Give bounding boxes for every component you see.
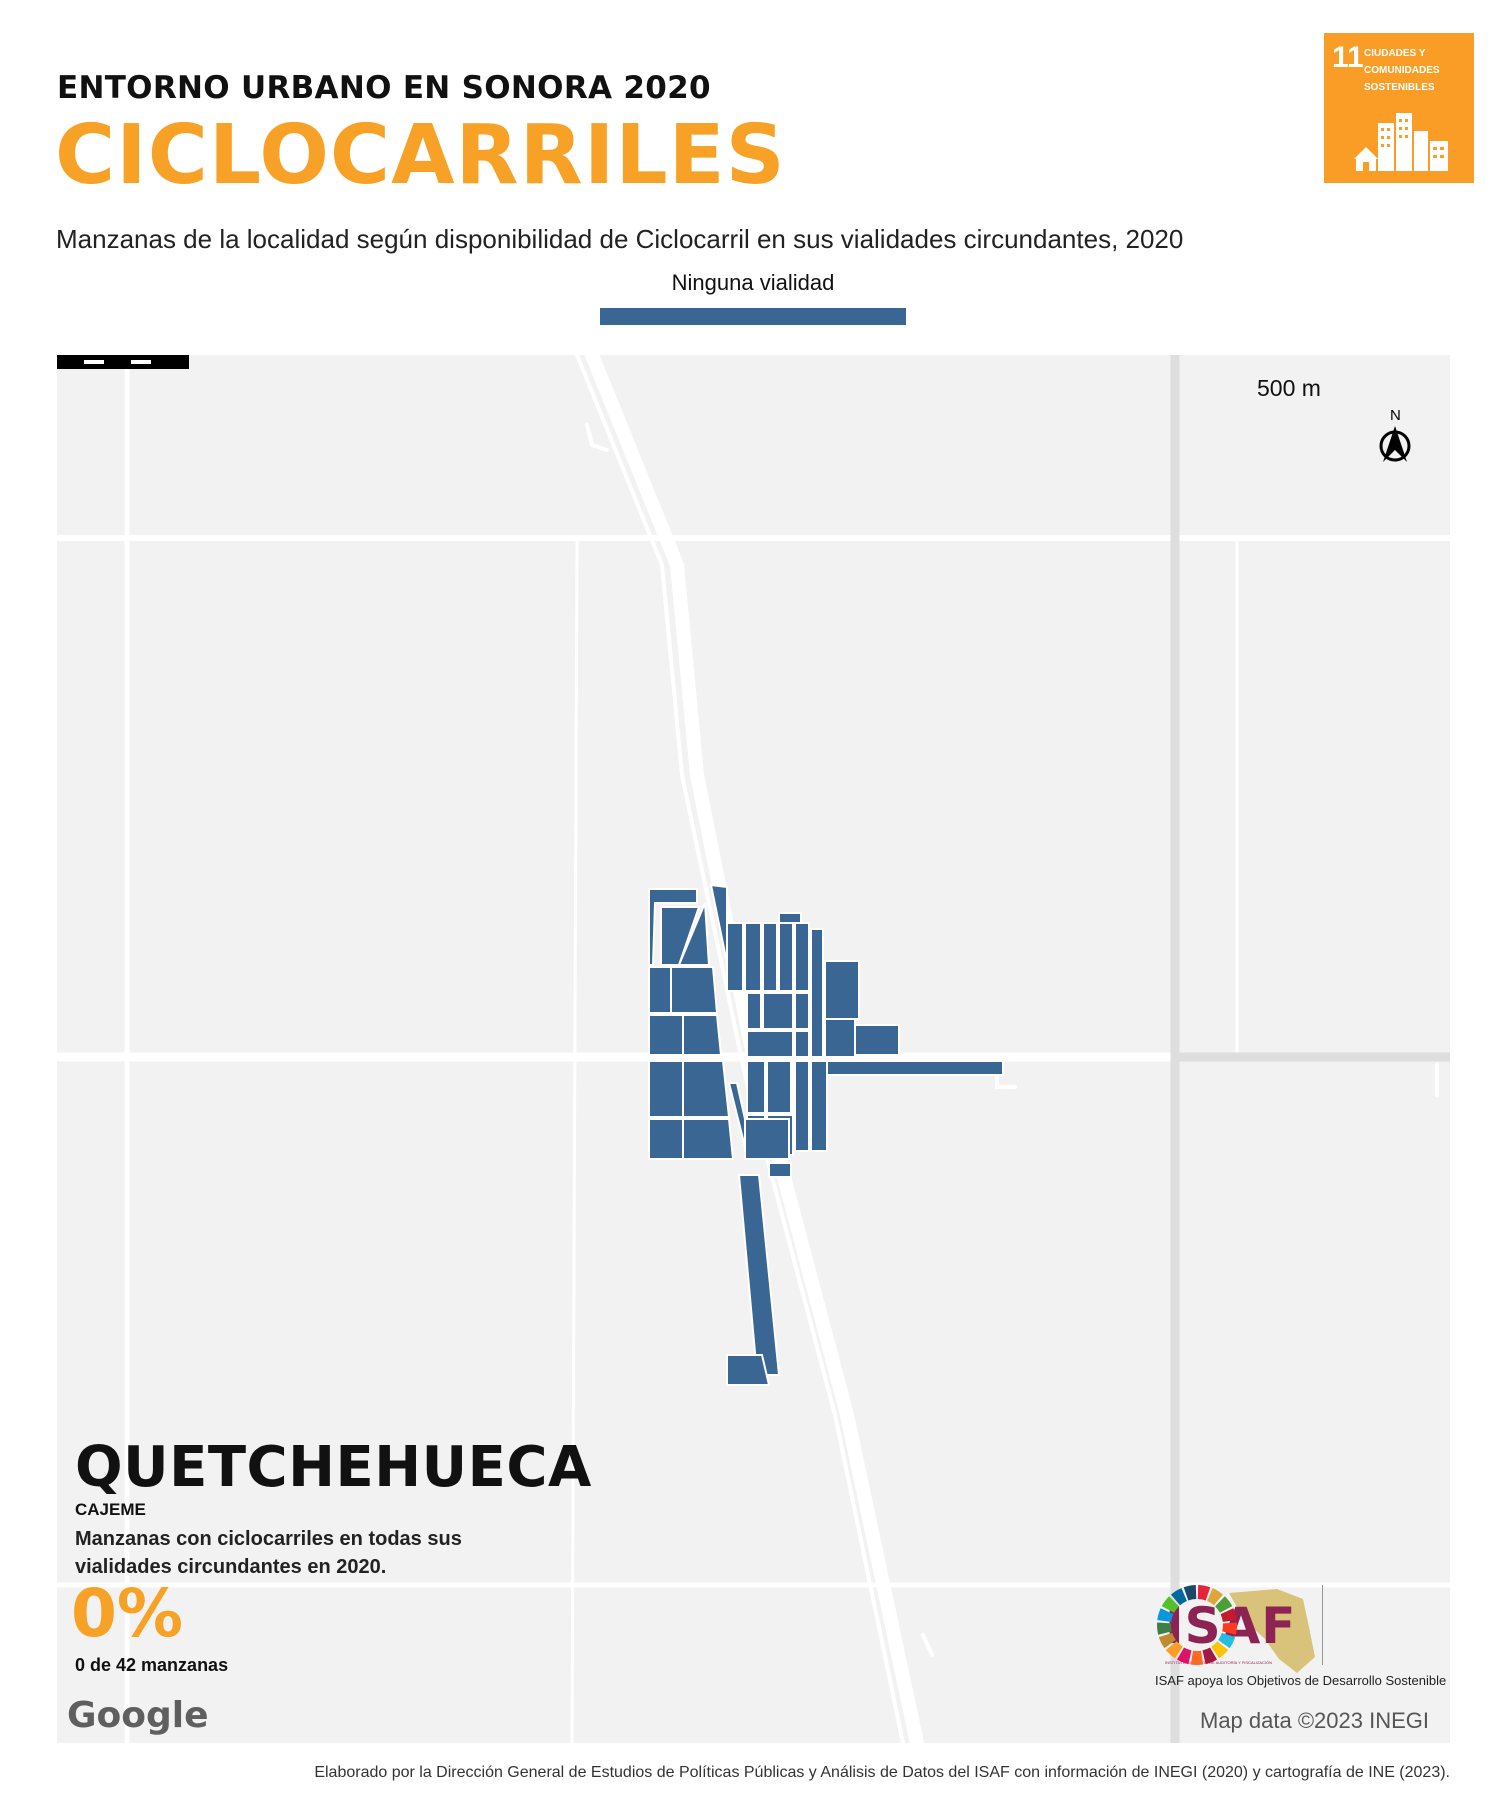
- city-block: [744, 922, 762, 992]
- sonora-map-icon: [1229, 1589, 1315, 1673]
- municipality-name: CAJEME: [75, 1500, 146, 1519]
- city-block: [746, 992, 762, 1030]
- city-block: [762, 992, 794, 1030]
- isaf-logo-block: ISAF INSTITUTO SUPERIOR DE AUDITORÍA Y F…: [1155, 1583, 1447, 1695]
- sdg-wheel-segment: [1222, 1622, 1237, 1635]
- sdg-wheel-segment: [1202, 1647, 1218, 1665]
- city-block: [826, 1060, 1004, 1076]
- legend-label: Ninguna vialidad: [671, 270, 835, 295]
- locality-blocks[interactable]: [57, 355, 1450, 1743]
- supertitle: ENTORNO URBANO EN SONORA 2020: [57, 70, 711, 106]
- map-data-credit: Map data ©2023 INEGI: [1200, 1708, 1430, 1733]
- city-block: [726, 1354, 771, 1386]
- isaf-tagline: ISAF apoya los Objetivos de Desarrollo S…: [1155, 1673, 1447, 1688]
- map-panel[interactable]: 500 m N QUETCHEHUECA CAJEME Manzanas con…: [57, 355, 1450, 1743]
- north-arrow-icon: N: [1373, 406, 1419, 466]
- city-block: [824, 960, 860, 1020]
- sdg-wheel-segment: [1190, 1650, 1204, 1665]
- city-block: [824, 1018, 856, 1058]
- page-subtitle: Manzanas de la localidad según disponibi…: [56, 224, 1184, 254]
- city-block: [746, 1030, 794, 1058]
- city-block: [778, 922, 794, 992]
- sdg-wheel-segment: [1161, 1596, 1179, 1613]
- city-block: [670, 966, 719, 1014]
- locality-name: QUETCHEHUECA: [75, 1435, 592, 1500]
- city-block: [648, 966, 672, 1014]
- city-block: [778, 912, 802, 924]
- city-block: [768, 1162, 792, 1178]
- city-block: [648, 1014, 684, 1056]
- sdg-wheel-segment: [1170, 1588, 1187, 1606]
- sdg-wheel-segment: [1158, 1632, 1176, 1649]
- north-label: N: [1390, 407, 1401, 424]
- sdg-11-badge: 11 CIUDADES Y COMUNIDADES SOSTENIBLES: [1324, 33, 1474, 183]
- sdg-wheel-segment: [1176, 1647, 1192, 1665]
- sdg-wheel-segment: [1220, 1608, 1237, 1622]
- city-block: [709, 883, 728, 964]
- page-title: CICLOCARRILES: [55, 108, 786, 203]
- sdg-wheel-segment: [1165, 1641, 1183, 1659]
- city-block: [794, 992, 810, 1030]
- sdg-wheel-segment: [1218, 1632, 1236, 1649]
- city-block: [682, 1060, 731, 1118]
- sdg-wheel-segment: [1207, 1588, 1224, 1606]
- city-block: [854, 1024, 900, 1056]
- city-block: [746, 1060, 766, 1114]
- sdg-wheel-segment: [1197, 1585, 1211, 1601]
- sdg-wheel-segment: [1157, 1608, 1174, 1622]
- sdg-number: 11: [1332, 41, 1364, 74]
- city-block: [810, 1060, 828, 1152]
- city-block: [648, 1118, 684, 1160]
- city-block: [737, 1174, 781, 1376]
- indicator-percentage: 0%: [71, 1575, 184, 1652]
- city-block: [682, 1014, 723, 1056]
- city-block: [810, 928, 824, 1058]
- indicator-count: 0 de 42 manzanas: [75, 1655, 229, 1675]
- sdg-wheel-segment: [1215, 1596, 1233, 1613]
- city-block: [794, 922, 810, 992]
- city-block: [744, 1118, 790, 1160]
- isaf-full-name: INSTITUTO SUPERIOR DE AUDITORÍA Y FISCAL…: [1165, 1660, 1273, 1665]
- logo-divider: [1322, 1585, 1323, 1665]
- scale-label: 500 m: [1257, 375, 1321, 401]
- city-block: [766, 1060, 792, 1114]
- legend-swatch: [600, 308, 906, 325]
- city-block: [648, 888, 698, 966]
- city-buildings-icon: [1354, 113, 1448, 171]
- footer-source: Elaborado por la Dirección General de Es…: [314, 1764, 1450, 1781]
- city-block: [794, 1060, 810, 1152]
- city-block: [677, 902, 711, 966]
- sdg-wheel-segment: [1211, 1641, 1229, 1659]
- city-block: [726, 922, 744, 992]
- city-block: [682, 1118, 735, 1160]
- sdg-wheel-icon: [1157, 1585, 1237, 1665]
- city-block: [648, 1060, 684, 1118]
- sdg-goal-text: CIUDADES Y COMUNIDADES SOSTENIBLES: [1364, 48, 1440, 93]
- city-block: [794, 1030, 810, 1058]
- sdg-wheel-segment: [1157, 1622, 1172, 1635]
- indicator-description: Manzanas con ciclocarriles en todas sus …: [75, 1528, 462, 1578]
- google-logo: Google: [67, 1695, 209, 1736]
- scale-bar: [57, 355, 189, 369]
- city-block: [762, 922, 778, 992]
- sdg-wheel-segment: [1183, 1585, 1197, 1601]
